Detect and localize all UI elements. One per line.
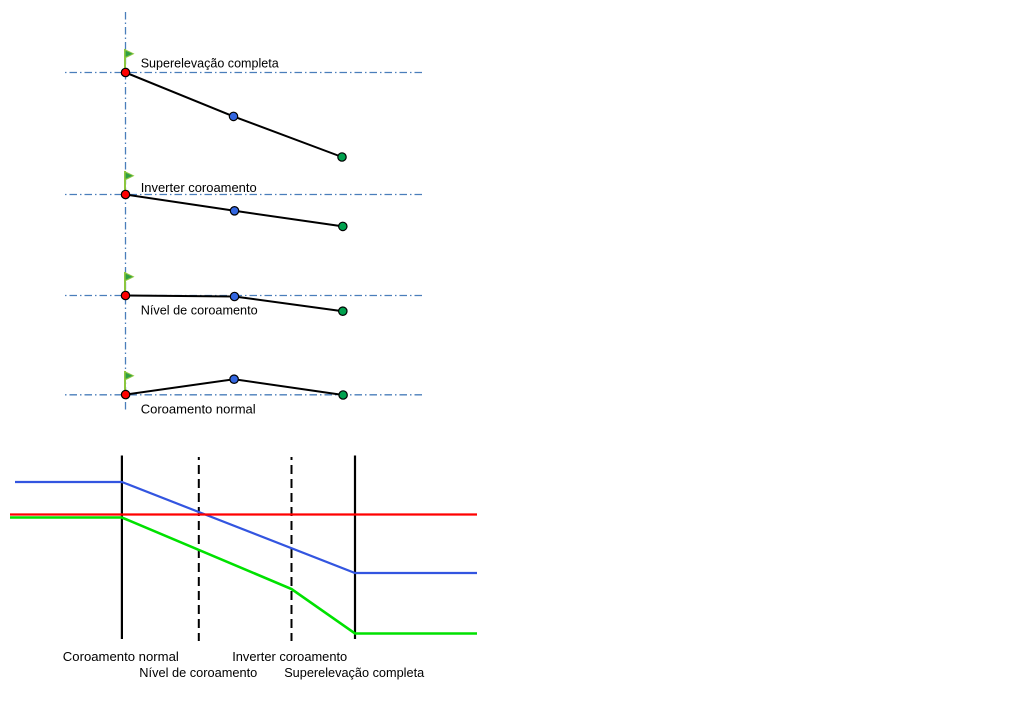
- svg-text:Superelevação completa: Superelevação completa: [141, 56, 280, 71]
- svg-text:Coroamento normal: Coroamento normal: [63, 649, 179, 664]
- svg-text:Superelevação completa: Superelevação completa: [284, 665, 425, 680]
- svg-text:Inverter coroamento: Inverter coroamento: [141, 180, 257, 195]
- svg-text:Nível de coroamento: Nível de coroamento: [141, 303, 258, 318]
- svg-text:Inverter coroamento: Inverter coroamento: [232, 649, 347, 664]
- svg-text:Nível de coroamento: Nível de coroamento: [139, 665, 257, 680]
- svg-text:Coroamento normal: Coroamento normal: [141, 402, 256, 417]
